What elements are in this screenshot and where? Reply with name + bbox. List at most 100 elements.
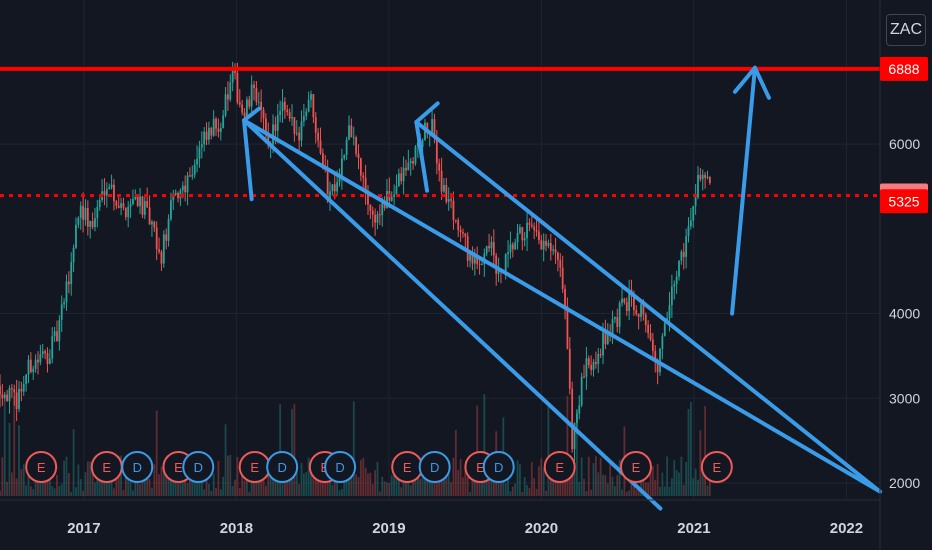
volume-bar: [167, 476, 170, 496]
candle-body: [457, 220, 460, 231]
event-letter: E: [174, 460, 183, 475]
candle-body: [298, 132, 301, 141]
candle-body: [86, 207, 89, 227]
volume-bar: [212, 473, 215, 496]
volume-bar: [545, 490, 547, 496]
candle-body: [172, 194, 175, 201]
event-letter: D: [133, 460, 142, 475]
candle-body: [295, 132, 298, 134]
candle-body: [0, 385, 1, 395]
event-letter: D: [335, 460, 344, 475]
volume-bar: [421, 459, 424, 496]
candle-body: [84, 207, 87, 220]
volume-bar: [390, 475, 393, 496]
candle-body: [516, 232, 519, 243]
earnings-marker[interactable]: E: [90, 451, 123, 483]
volume-bar: [89, 461, 92, 496]
candle-body: [151, 221, 153, 225]
volume-bar: [186, 483, 189, 496]
volume-bar: [58, 485, 61, 496]
candle-body: [647, 325, 650, 334]
volume-bar: [597, 472, 600, 496]
volume-bar: [338, 490, 341, 496]
volume-bar: [397, 473, 400, 496]
volume-bar: [457, 469, 460, 496]
candle-body: [58, 319, 61, 342]
candle-body: [687, 226, 690, 237]
candle-body: [79, 205, 82, 218]
candle-body: [238, 102, 241, 105]
volume-bar: [542, 468, 545, 496]
candle-body: [105, 189, 108, 196]
candle-body: [682, 251, 685, 257]
earnings-marker[interactable]: E: [391, 451, 424, 483]
candle-body: [139, 196, 141, 207]
volume-bar: [364, 467, 367, 496]
candle-body: [376, 214, 379, 223]
candle-body: [181, 185, 184, 191]
earnings-marker[interactable]: E: [25, 451, 58, 483]
candle-body: [219, 127, 222, 132]
volume-bar: [654, 479, 657, 496]
x-tick-label: 2019: [372, 520, 405, 537]
candle-body: [174, 192, 177, 195]
candle-body: [193, 164, 196, 175]
candle-body: [203, 131, 206, 145]
candle-body: [319, 140, 322, 154]
candle-body: [566, 306, 569, 349]
dividend-marker[interactable]: D: [324, 451, 357, 483]
volume-bar: [697, 479, 699, 496]
volume-bar: [236, 456, 239, 496]
candle-body: [625, 302, 628, 312]
earnings-marker[interactable]: E: [543, 451, 576, 483]
volume-bar: [618, 459, 621, 496]
volume-bar: [1, 457, 4, 496]
event-circle: [418, 451, 451, 483]
candle-body: [599, 354, 602, 356]
candle-body: [224, 94, 227, 116]
earnings-marker[interactable]: E: [700, 451, 733, 483]
volume-bar: [516, 460, 519, 496]
projection-arrow-shaft: [730, 65, 757, 316]
dividend-marker[interactable]: D: [121, 451, 154, 483]
earnings-marker[interactable]: E: [238, 451, 271, 483]
candle-body: [3, 394, 6, 399]
price-tag: 5325: [880, 189, 928, 214]
volume-bar: [571, 466, 574, 496]
volume-bar: [15, 478, 18, 496]
candle-body: [321, 153, 324, 169]
volume-bar: [402, 478, 405, 496]
candle-body: [189, 175, 191, 177]
y-tick-label: 4000: [889, 306, 920, 322]
volume-bar: [113, 488, 115, 496]
candle-body: [357, 153, 360, 159]
candle-body: [46, 353, 49, 364]
candle-body: [663, 323, 666, 337]
dividend-marker[interactable]: D: [482, 451, 515, 483]
candle-body: [162, 234, 165, 264]
candle-body: [511, 244, 514, 250]
volume-bar: [67, 472, 70, 496]
candle-body: [362, 175, 365, 178]
candle-body: [533, 226, 536, 231]
symbol-label[interactable]: ZAC: [886, 14, 926, 46]
candle-body: [177, 192, 179, 199]
volume-bar: [84, 472, 87, 496]
dividend-marker[interactable]: D: [266, 451, 299, 483]
dividend-marker[interactable]: D: [418, 451, 451, 483]
earnings-marker[interactable]: E: [619, 451, 652, 483]
x-tick-label: 2018: [220, 520, 253, 537]
y-tick-label: 3000: [889, 390, 920, 406]
dividend-marker[interactable]: D: [182, 451, 215, 483]
candle-body: [96, 206, 99, 218]
candle-body: [473, 256, 476, 264]
volume-bar: [120, 455, 122, 496]
candle-body: [200, 144, 203, 148]
volume-bar: [155, 410, 158, 496]
volume-bar: [151, 487, 153, 496]
candle-body: [94, 217, 96, 228]
candle-body: [559, 260, 562, 268]
volume-bar: [485, 474, 488, 496]
volume-bar: [162, 466, 165, 496]
